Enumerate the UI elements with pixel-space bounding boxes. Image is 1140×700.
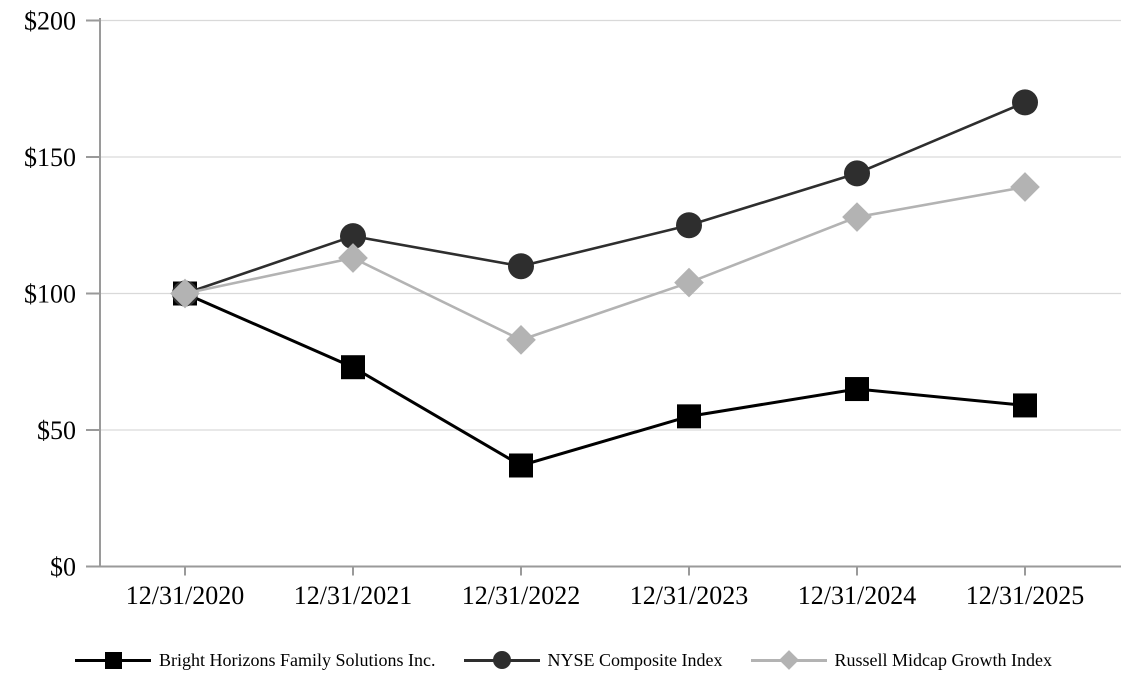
square-marker-icon xyxy=(845,377,869,402)
x-tick-label: 12/31/2021 xyxy=(294,581,412,610)
legend-item-bright-horizons-family-solutions-inc: Bright Horizons Family Solutions Inc. xyxy=(75,650,436,670)
square-marker-icon xyxy=(677,404,701,429)
legend-label: NYSE Composite Index xyxy=(547,650,723,670)
y-tick-label: $0 xyxy=(50,553,76,582)
y-tick-label: $100 xyxy=(24,280,76,309)
square-marker-icon xyxy=(1013,393,1037,418)
x-tick-label: 12/31/2023 xyxy=(630,581,748,610)
series-line xyxy=(184,292,1026,468)
x-tick-label: 12/31/2025 xyxy=(966,581,1084,610)
axes xyxy=(86,18,1121,576)
y-tick-label: $150 xyxy=(24,143,76,172)
circle-marker-icon xyxy=(463,650,540,670)
legend-square-icon xyxy=(104,651,122,669)
y-axis-labels: $0 $50 $100 $150 $200 xyxy=(24,7,76,582)
square-marker-icon xyxy=(75,650,151,670)
series-nyse-composite-index xyxy=(172,89,1038,307)
circle-marker-icon xyxy=(340,223,366,250)
legend-circle-icon xyxy=(492,651,511,669)
series-line xyxy=(184,185,1026,342)
x-tick-label: 12/31/2022 xyxy=(462,581,580,610)
square-marker-icon xyxy=(509,453,533,478)
x-tick-label: 12/31/2020 xyxy=(126,581,244,610)
circle-marker-icon xyxy=(1012,89,1038,116)
diamond-marker-icon xyxy=(842,202,872,232)
series-russell-midcap-growth-index xyxy=(170,172,1040,355)
y-tick-label: $50 xyxy=(37,416,76,445)
legend-diamond-icon xyxy=(778,650,799,670)
y-tick-label: $200 xyxy=(24,7,76,36)
series-line xyxy=(184,101,1026,295)
x-axis-labels: 12/31/2020 12/31/2021 12/31/2022 12/31/2023… xyxy=(126,581,1084,610)
diamond-marker-icon xyxy=(750,650,827,670)
circle-marker-icon xyxy=(844,160,870,187)
diamond-marker-icon xyxy=(170,278,200,309)
gridlines xyxy=(100,19,1121,431)
diamond-marker-icon xyxy=(1010,172,1040,202)
diamond-marker-icon xyxy=(674,267,704,298)
diamond-marker-icon xyxy=(338,243,368,273)
legend-item-nyse-composite-index: NYSE Composite Index xyxy=(463,650,723,670)
diamond-marker-icon xyxy=(506,325,536,355)
legend-item-russell-midcap-growth-index: Russell Midcap Growth Index xyxy=(750,650,1052,670)
series-bright-horizons-family-solutions-inc xyxy=(173,281,1037,478)
legend-label: Russell Midcap Growth Index xyxy=(834,650,1052,670)
circle-marker-icon xyxy=(676,212,702,239)
chart-legend: Bright Horizons Family Solutions Inc. NYS… xyxy=(75,646,1052,674)
square-marker-icon xyxy=(341,355,365,380)
x-tick-label: 12/31/2024 xyxy=(798,581,916,610)
circle-marker-icon xyxy=(508,253,534,280)
legend-label: Bright Horizons Family Solutions Inc. xyxy=(159,650,436,670)
